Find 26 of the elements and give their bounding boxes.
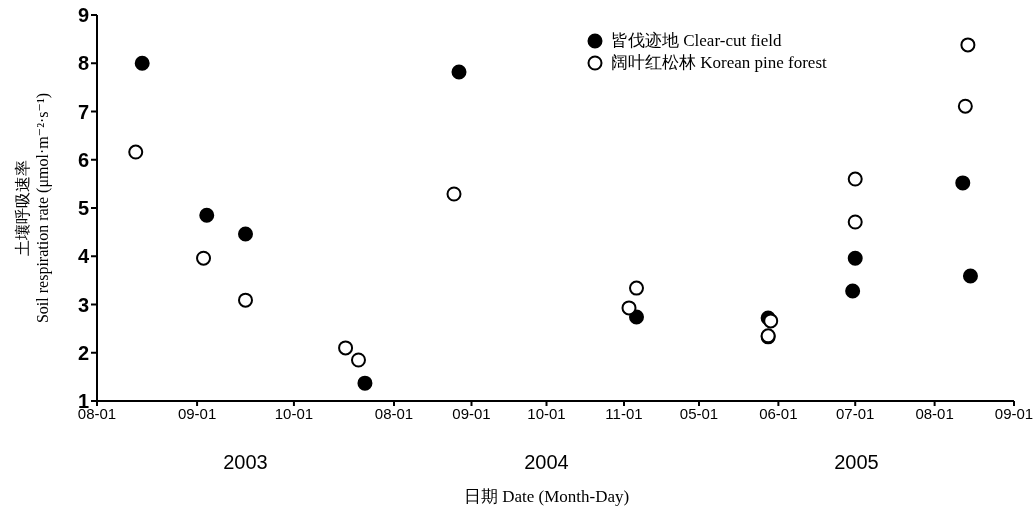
y-tick-label: 8	[77, 52, 89, 75]
x-tick-label: 10-01	[274, 404, 314, 422]
legend-label: 阔叶红松林 Korean pine forest	[611, 52, 827, 74]
x-tick-label: 09-01	[994, 404, 1034, 422]
text: 2004	[523, 451, 570, 474]
text: 2005	[833, 451, 880, 474]
legend-label: 皆伐迹地 Clear-cut field	[611, 30, 782, 52]
y-tick-label: 3	[77, 293, 89, 316]
y-tick-label: 2	[77, 341, 89, 364]
y-axis-title: 土壤呼吸速率 Soil respiration rate (μmol·m⁻²·s⁻¹)	[13, 92, 53, 324]
y-tick-label: 7	[77, 100, 89, 123]
x-tick-label: 07-01	[836, 404, 875, 422]
y-tick-label: 4	[77, 245, 90, 268]
y-tick-label: 5	[77, 197, 89, 220]
x-axis-title: 日期 Date (Month-Day)	[462, 486, 631, 508]
x-tick-label: 06-01	[759, 404, 798, 422]
x-tick-label: 10-01	[527, 404, 566, 422]
x-tick-label: 08-01	[374, 404, 414, 422]
x-tick-label: 08-01	[915, 404, 954, 422]
x-tick-label: 11-01	[605, 404, 643, 422]
y-tick-label: 6	[77, 148, 89, 171]
x-tick-label: 09-01	[452, 404, 491, 422]
x-tick-label: 09-01	[177, 404, 217, 422]
y-tick-label: 9	[77, 4, 89, 27]
text: 2003	[222, 451, 269, 474]
x-tick-label: 05-01	[679, 404, 719, 422]
